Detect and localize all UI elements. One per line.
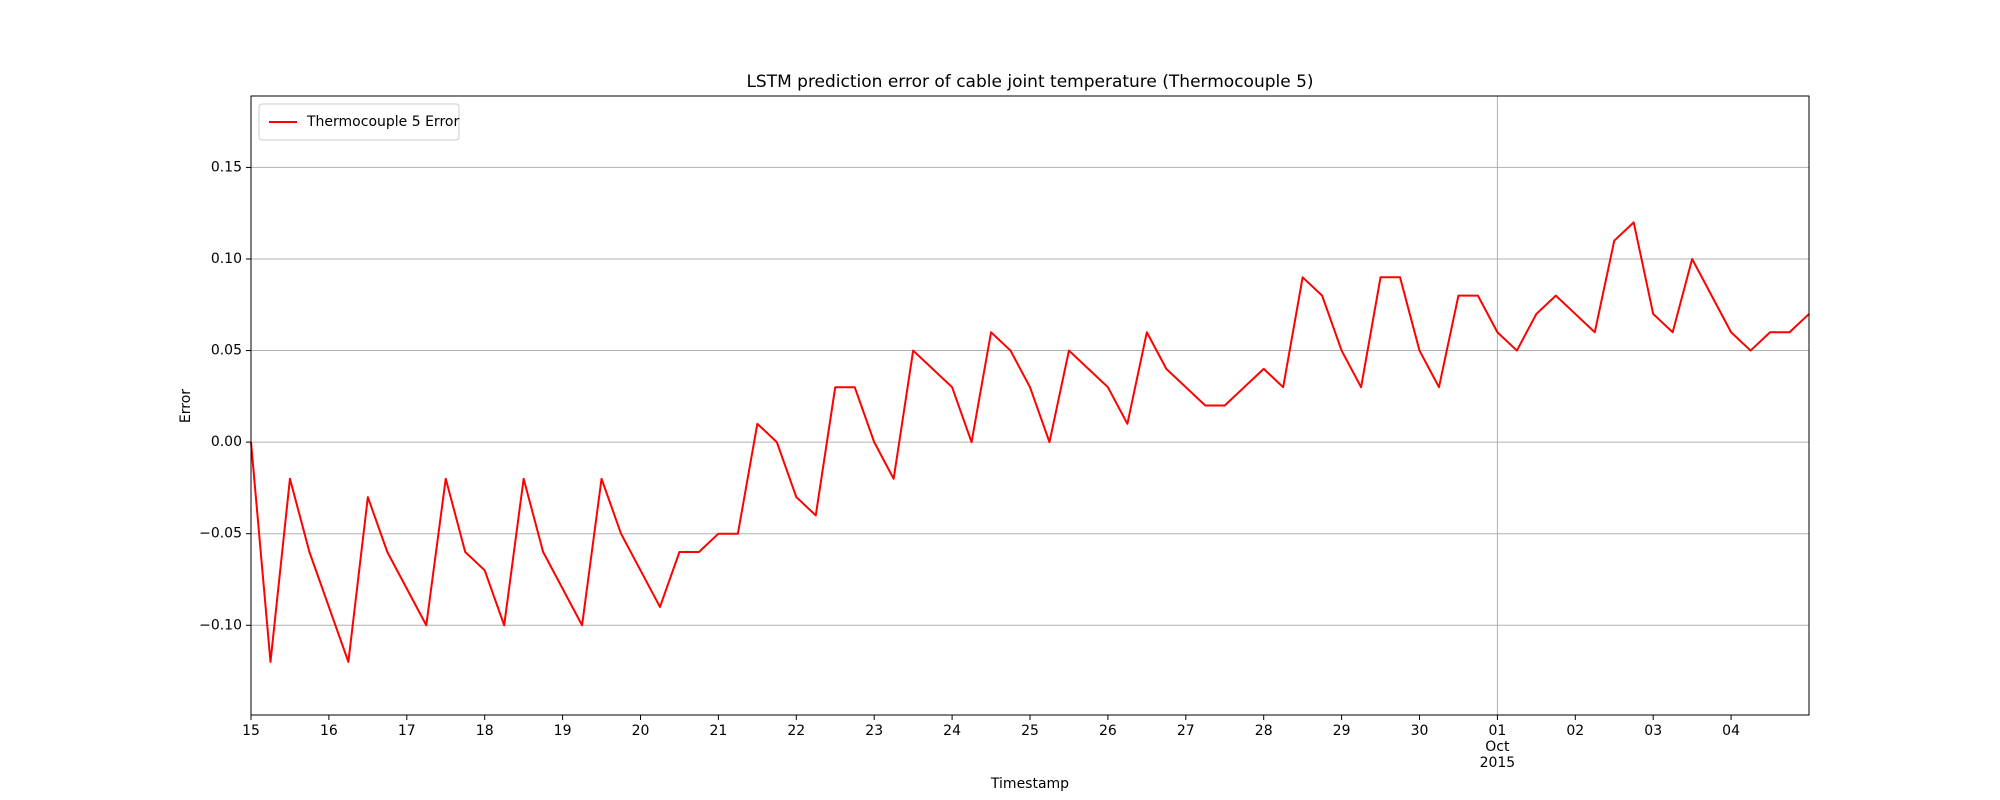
x-tick-label: 30	[1411, 723, 1429, 739]
x-tick-label: 21	[709, 723, 727, 739]
x-tick-label: 19	[554, 723, 572, 739]
x-tick-label: 23	[865, 723, 883, 739]
plot-frame	[250, 95, 1810, 716]
x-tick-label: 18	[476, 723, 494, 739]
x-tick-label: 02	[1566, 723, 1584, 739]
x-tick-label: 27	[1177, 723, 1195, 739]
x-tick-label: 28	[1255, 723, 1273, 739]
x-tick-label: 29	[1333, 723, 1351, 739]
x-tick-label: 26	[1099, 723, 1117, 739]
x-tick-label: 01	[1488, 723, 1506, 739]
x-tick-label: 17	[398, 723, 416, 739]
y-tick-label: −0.05	[199, 526, 242, 542]
x-axis-label: Timestamp	[990, 776, 1069, 792]
y-axis-label: Error	[178, 389, 194, 423]
x-tick-label: 22	[787, 723, 805, 739]
x-tick-label: 15	[242, 723, 260, 739]
y-tick-label: 0.10	[211, 251, 242, 267]
legend-box	[258, 103, 460, 141]
x-tick-sublabel: Oct	[1485, 739, 1510, 755]
chart-title: LSTM prediction error of cable joint tem…	[746, 72, 1313, 92]
y-tick-label: 0.05	[211, 343, 242, 359]
y-tick-label: 0.15	[211, 159, 242, 175]
legend-label: Thermocouple 5 Error	[306, 114, 459, 130]
x-tick-label: 16	[320, 723, 338, 739]
x-tick-label: 20	[632, 723, 650, 739]
x-tick-label: 25	[1021, 723, 1039, 739]
y-tick-label: 0.00	[211, 434, 242, 450]
x-tick-label: 04	[1722, 723, 1740, 739]
series-line	[250, 221, 1810, 663]
x-tick-label: 03	[1644, 723, 1662, 739]
x-tick-label: 24	[943, 723, 961, 739]
x-tick-sublabel: 2015	[1480, 755, 1516, 771]
y-tick-label: −0.10	[199, 617, 242, 633]
